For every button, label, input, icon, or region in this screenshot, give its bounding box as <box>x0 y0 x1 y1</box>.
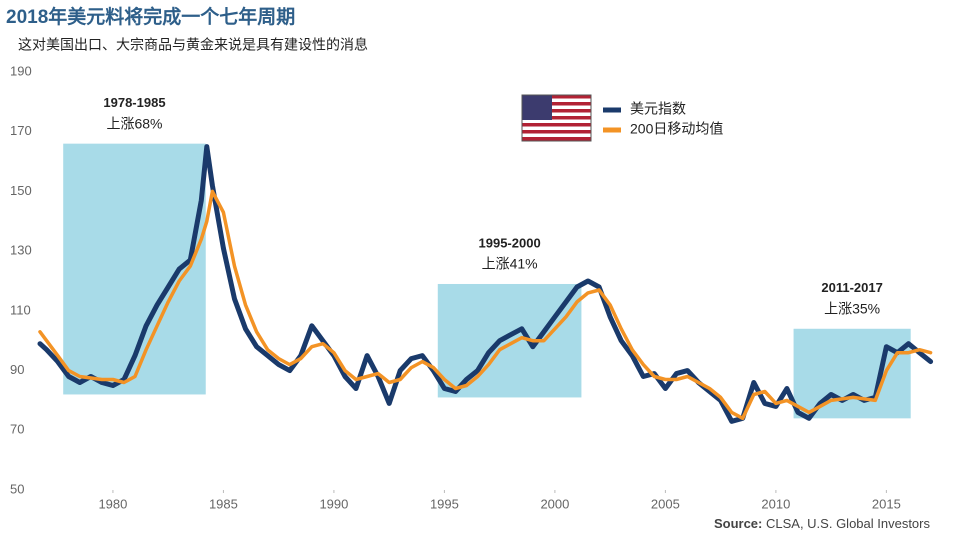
chart-subtitle: 这对美国出口、大宗商品与黄金来说是具有建设性的消息 <box>18 37 368 53</box>
y-tick-label: 70 <box>10 422 24 437</box>
y-tick-label: 90 <box>10 362 24 377</box>
highlight-label: 1995-2000 <box>479 235 541 250</box>
series-line <box>37 144 934 424</box>
x-tick-label: 2010 <box>761 496 790 511</box>
highlight-text: 上涨35% <box>824 300 880 316</box>
source-label: Source: <box>714 516 762 531</box>
legend: 美元指数 200日移动均值 <box>521 94 723 142</box>
highlight-region <box>793 328 911 419</box>
highlight-text: 上涨68% <box>106 115 162 131</box>
us-flag <box>521 94 592 142</box>
legend-label: 200日移动均值 <box>630 121 723 137</box>
x-tick-label: 2000 <box>540 496 569 511</box>
x-tick-label: 1980 <box>98 496 127 511</box>
y-tick-label: 150 <box>10 183 32 198</box>
y-tick-label: 170 <box>10 123 32 138</box>
highlight-label: 1978-1985 <box>103 95 165 110</box>
source-text: CLSA, U.S. Global Investors <box>766 516 931 531</box>
highlight-text: 上涨41% <box>482 256 538 272</box>
x-tick-label: 1990 <box>319 496 348 511</box>
chart-title: 2018年美元料将完成一个七年周期 <box>6 5 295 28</box>
y-tick-label: 130 <box>10 243 32 258</box>
x-tick-label: 2015 <box>872 496 901 511</box>
x-tick-label: 2005 <box>651 496 680 511</box>
series-line <box>38 189 933 421</box>
y-tick-label: 50 <box>10 481 24 496</box>
x-tick-label: 1995 <box>430 496 459 511</box>
legend-label: 美元指数 <box>630 101 686 117</box>
x-tick-label: 1985 <box>209 496 238 511</box>
highlight-region <box>437 283 582 398</box>
highlight-label: 2011-2017 <box>821 280 882 295</box>
source: Source: CLSA, U.S. Global Investors <box>714 516 931 531</box>
y-tick-label: 110 <box>10 302 31 317</box>
plot: 1978-1985 上涨68% 1995-2000 上涨41% 2011-2017 上涨3… <box>10 63 934 511</box>
y-tick-label: 190 <box>10 63 32 78</box>
